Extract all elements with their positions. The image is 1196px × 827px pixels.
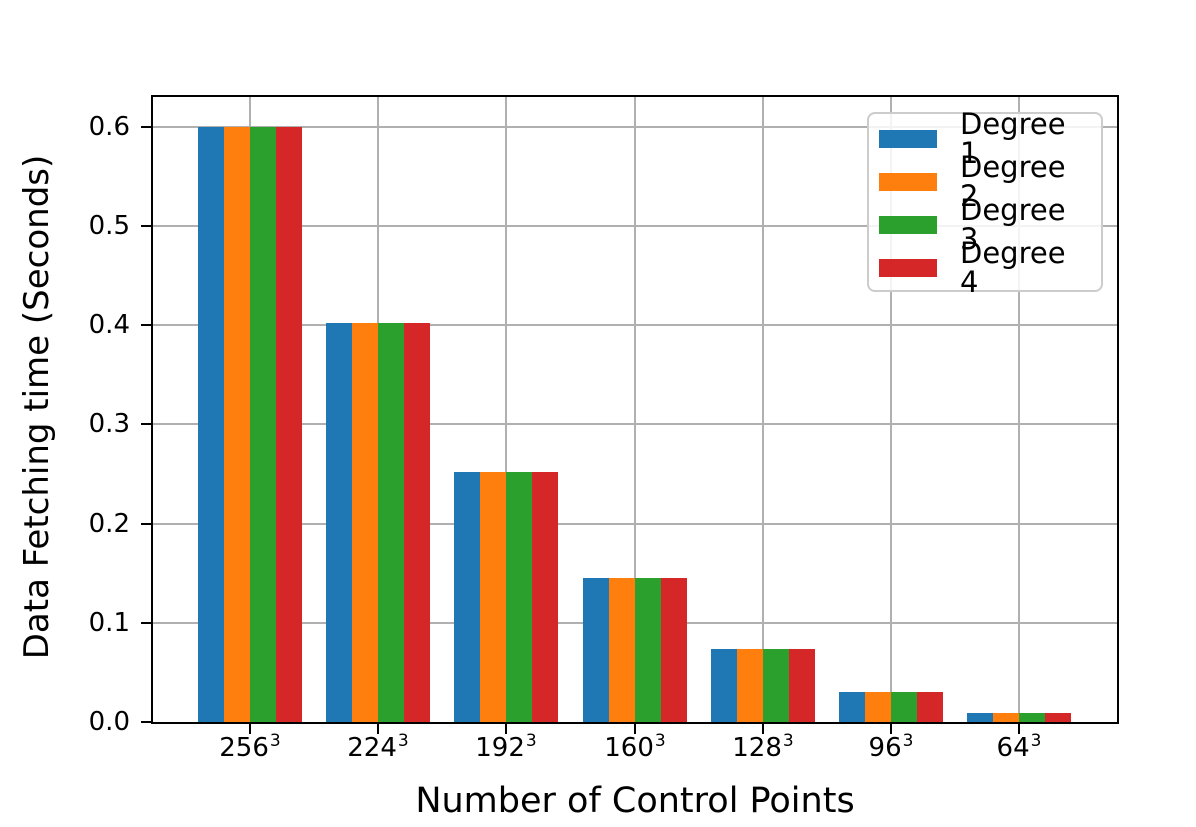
x-tick-mark-160: [634, 724, 636, 734]
bar-degree1-64: [967, 713, 993, 722]
y-tick-label-0.4: 0.4: [88, 310, 130, 340]
bar-degree3-64: [1019, 713, 1045, 722]
legend-swatch-degree4: [879, 258, 937, 277]
x-tick-mark-96: [890, 724, 892, 734]
v-gridline-192: [505, 97, 507, 722]
legend-swatch-degree1: [879, 129, 937, 148]
x-tick-mark-224: [377, 724, 379, 734]
bar-degree2-224: [352, 323, 378, 722]
legend: Degree 1 Degree 2 Degree 3 Degree 4: [867, 109, 1103, 296]
bar-degree2-96: [865, 692, 891, 722]
y-tick-mark-0.3: [141, 423, 151, 425]
x-axis-label: Number of Control Points: [415, 781, 855, 821]
legend-label: Degree 4: [960, 235, 1066, 299]
y-tick-mark-0.5: [141, 225, 151, 227]
bar-degree4-96: [917, 692, 943, 722]
bar-degree4-224: [404, 323, 430, 722]
x-tick-mark-192: [505, 724, 507, 734]
bar-degree3-160: [635, 578, 661, 722]
bar-degree3-192: [506, 472, 532, 722]
bar-degree2-192: [480, 472, 506, 722]
v-gridline-128: [762, 97, 764, 722]
legend-item-degree1: Degree 1: [879, 109, 1089, 167]
bar-degree4-160: [661, 578, 687, 722]
y-tick-mark-0.4: [141, 324, 151, 326]
bar-degree3-128: [763, 649, 789, 722]
v-gridline-96: [890, 97, 892, 722]
bar-degree2-64: [993, 713, 1019, 722]
bar-degree2-128: [737, 649, 763, 722]
bar-degree4-64: [1045, 713, 1071, 722]
y-tick-label-0.0: 0.0: [88, 707, 130, 737]
bar-degree1-128: [711, 649, 737, 722]
legend-item-degree4: Degree 4: [879, 238, 1089, 296]
y-tick-mark-0.0: [141, 721, 151, 723]
legend-item-degree2: Degree 2: [879, 152, 1089, 210]
x-tick-label-160: 1603: [604, 731, 666, 763]
y-tick-mark-0.6: [141, 126, 151, 128]
bar-degree4-256: [276, 127, 302, 722]
y-tick-label-0.1: 0.1: [88, 608, 130, 638]
bar-degree4-192: [532, 472, 558, 722]
bar-degree1-192: [454, 472, 480, 722]
y-tick-label-0.5: 0.5: [88, 211, 130, 241]
bar-degree3-224: [378, 323, 404, 722]
legend-swatch-degree2: [879, 172, 937, 191]
y-tick-label-0.6: 0.6: [88, 112, 130, 142]
x-tick-label-192: 1923: [475, 731, 537, 763]
y-tick-label-0.3: 0.3: [88, 409, 130, 439]
bar-degree1-96: [839, 692, 865, 722]
y-tick-mark-0.2: [141, 523, 151, 525]
x-tick-label-96: 963: [868, 731, 914, 763]
x-tick-label-64: 643: [996, 731, 1042, 763]
legend-item-degree3: Degree 3: [879, 195, 1089, 253]
bar-degree1-224: [326, 323, 352, 722]
x-tick-label-256: 2563: [219, 731, 281, 763]
bar-degree2-256: [224, 127, 250, 722]
y-tick-label-0.2: 0.2: [88, 509, 130, 539]
y-tick-mark-0.1: [141, 622, 151, 624]
v-gridline-64: [1018, 97, 1020, 722]
x-tick-mark-256: [249, 724, 251, 734]
x-tick-label-128: 1283: [732, 731, 794, 763]
x-tick-mark-128: [762, 724, 764, 734]
bar-degree3-256: [250, 127, 276, 722]
x-tick-mark-64: [1018, 724, 1020, 734]
legend-label: Degree 1: [960, 106, 1066, 170]
bar-degree4-128: [789, 649, 815, 722]
bar-degree2-160: [609, 578, 635, 722]
legend-label: Degree 2: [960, 149, 1066, 213]
bar-degree1-160: [583, 578, 609, 722]
legend-label: Degree 3: [960, 192, 1066, 256]
v-gridline-160: [634, 97, 636, 722]
x-tick-label-224: 2243: [347, 731, 409, 763]
legend-swatch-degree3: [879, 215, 937, 234]
bar-degree1-256: [198, 127, 224, 722]
bar-degree3-96: [891, 692, 917, 722]
